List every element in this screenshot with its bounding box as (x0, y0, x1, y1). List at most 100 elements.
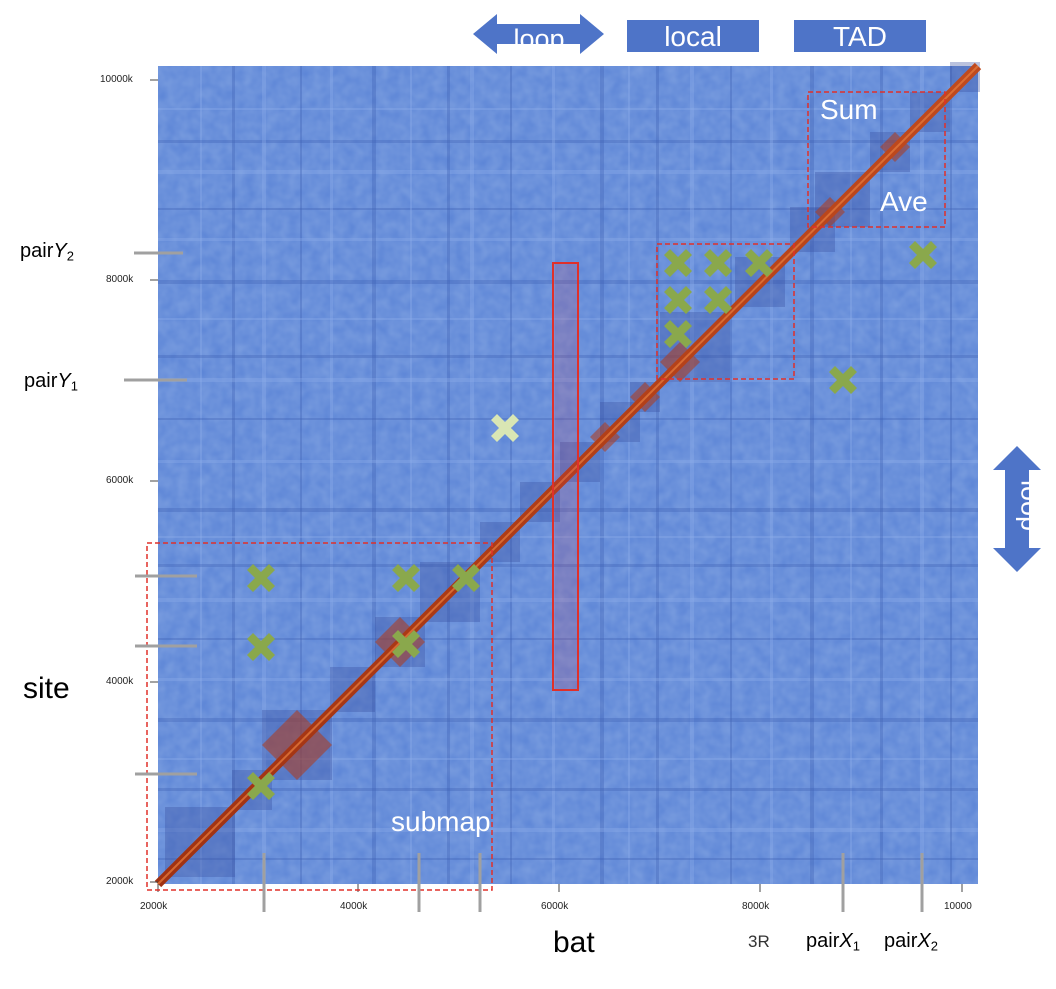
cross-marker-icon (664, 320, 692, 348)
grid-stripe (330, 66, 333, 884)
interaction-markers (247, 241, 937, 800)
bat-label: bat (553, 926, 595, 959)
pair-y2-label: pairY2 (20, 240, 74, 263)
grid-stripe (600, 66, 604, 884)
cross-marker-icon (704, 286, 732, 314)
grid-stripe (158, 758, 978, 760)
cross-marker-icon (704, 249, 732, 277)
x-tick-label: 4000k (340, 901, 368, 912)
grid-stripe (158, 638, 978, 640)
grid-stripe (770, 66, 773, 884)
grid-stripe (158, 238, 978, 241)
pair-x2-base: pair (884, 930, 918, 952)
cross-marker-icon (664, 249, 692, 277)
cross-marker-icon (247, 772, 275, 800)
chromosome-label: 3R (748, 932, 770, 951)
pair-x2-sub: 2 (930, 938, 938, 954)
y-tick-label: 4000k (106, 676, 134, 687)
grid-stripe (158, 208, 978, 210)
pair-x2-var: X (917, 930, 931, 952)
tad-box (807, 91, 946, 228)
grid-stripe (158, 318, 978, 320)
side-loop-label: loop (1015, 479, 1046, 532)
grid-stripe (410, 66, 412, 884)
y-tick-label: 6000k (106, 475, 134, 486)
grid-stripe (470, 66, 474, 884)
grid-stripe (158, 858, 978, 860)
grid-stripe (200, 66, 202, 884)
sum-label: Sum (820, 94, 878, 125)
grid-stripe (158, 378, 978, 382)
pair-y1-sub: 1 (70, 378, 78, 394)
ave-label: Ave (880, 186, 928, 217)
site-label: site (23, 672, 70, 705)
cross-marker-icon (392, 564, 420, 592)
cross-marker-icon (745, 249, 773, 277)
cross-marker-icon (247, 564, 275, 592)
y-tick-label: 8000k (106, 274, 134, 285)
grid-stripe (730, 66, 732, 884)
pair-y2-base: pair (20, 240, 54, 262)
grid-stripe (158, 598, 978, 602)
grid-stripe (447, 66, 450, 884)
pair-x1-label: pairX1 (806, 930, 860, 953)
grid-stripe (158, 460, 978, 463)
cross-marker-icon (829, 366, 857, 394)
grid-stripe (920, 66, 924, 884)
grid-stripe (656, 66, 659, 884)
pair-y1-var: Y (57, 370, 71, 392)
y-tick-label: 2000k (106, 876, 134, 887)
grid-stripe (158, 108, 978, 110)
x-tick-label: 10000 (944, 901, 972, 912)
cross-marker-icon (247, 633, 275, 661)
cross-marker-icon (392, 630, 420, 658)
bat-box (552, 262, 579, 691)
pair-x1-var: X (839, 930, 853, 952)
grid-stripe (158, 418, 978, 420)
grid-stripe (158, 508, 978, 512)
grid-stripe (510, 66, 512, 884)
submap-box (146, 542, 493, 891)
loop-label: loop (513, 24, 565, 46)
grid-stripe (158, 718, 978, 722)
pair-y2-sub: 2 (66, 248, 74, 264)
grid-stripe (158, 788, 978, 791)
grid-stripe (300, 66, 302, 884)
pair-guides (124, 251, 924, 912)
grid-stripe (880, 66, 883, 884)
pair-x1-base: pair (806, 930, 840, 952)
cross-marker-icon (452, 564, 480, 592)
grid-stripe (158, 828, 978, 832)
grid-stripe (158, 536, 978, 538)
grid-stripe (158, 355, 978, 358)
submap-label: submap (391, 806, 491, 837)
y-tick-label: 10000k (100, 74, 133, 85)
grid-stripe (232, 66, 235, 884)
pair-x1-sub: 1 (852, 938, 860, 954)
grid-stripe (158, 564, 978, 567)
cross-marker-icon (909, 241, 937, 269)
cross-marker-icon (491, 414, 519, 442)
tad-banner: TAD (794, 20, 926, 52)
grid-stripe (950, 66, 952, 884)
grid-stripe (810, 66, 814, 884)
grid-stripe (628, 66, 630, 884)
local-banner: local (627, 20, 759, 52)
pair-y2-var: Y (53, 240, 67, 262)
local-box (656, 243, 795, 380)
grid-stripe (262, 66, 266, 884)
grid-stripe (372, 66, 376, 884)
double-arrow-icon (473, 14, 604, 54)
grid-stripe (158, 170, 978, 174)
grid-stripe (158, 280, 978, 284)
diagonal-core (157, 65, 979, 885)
pair-y1-base: pair (24, 370, 58, 392)
pair-x2-label: pairX2 (884, 930, 938, 953)
pair-y1-label: pairY1 (24, 370, 78, 393)
x-tick-label: 6000k (541, 901, 569, 912)
cross-marker-icon (664, 286, 692, 314)
grid-stripe (158, 140, 978, 143)
grid-stripe (158, 678, 978, 681)
x-tick-label: 2000k (140, 901, 168, 912)
